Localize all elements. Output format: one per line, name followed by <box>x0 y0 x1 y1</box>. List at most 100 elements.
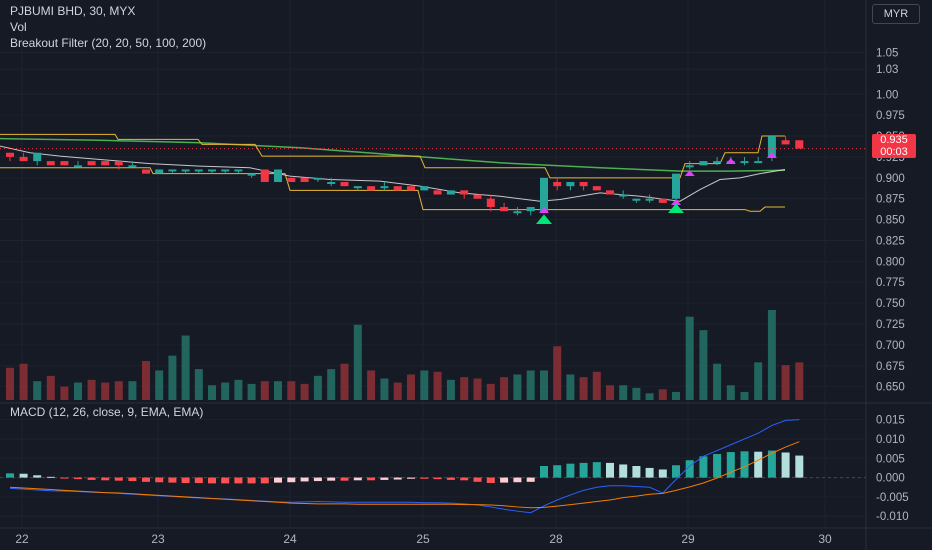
candle-body <box>353 186 362 189</box>
volume-bar <box>433 371 442 400</box>
macd-legend[interactable]: MACD (12, 26, close, 9, EMA, EMA) <box>10 405 204 419</box>
candle <box>433 190 442 195</box>
candle <box>699 161 708 166</box>
price-axis-label: 1.05 <box>876 48 898 60</box>
candle-body <box>446 190 455 195</box>
midline <box>0 145 786 202</box>
countdown-timer: 00:03 <box>880 146 908 158</box>
candle-body <box>473 194 482 199</box>
volume-bar <box>33 381 42 400</box>
volume-bar <box>420 370 429 400</box>
volume-bar <box>19 363 28 400</box>
candle <box>114 161 123 170</box>
candle <box>500 202 509 212</box>
volume-bar <box>606 385 614 400</box>
macd-histogram-bar <box>234 477 243 484</box>
candle <box>74 161 82 168</box>
ema-line <box>0 137 786 172</box>
candle <box>300 177 309 183</box>
candle-body <box>433 190 442 195</box>
candle <box>234 169 243 174</box>
candle-body <box>619 194 628 197</box>
volume-bar <box>114 381 123 400</box>
candle <box>606 190 614 195</box>
volume-bar <box>74 382 82 400</box>
channel-lower-line <box>0 167 785 212</box>
macd-histogram-bar <box>473 477 482 482</box>
candle-body <box>300 177 309 183</box>
candle-body <box>540 177 548 212</box>
volume-bar <box>713 363 722 400</box>
macd-histogram-bar <box>46 476 55 478</box>
volume-bar <box>767 310 776 400</box>
macd-axis-label: 0.000 <box>876 473 905 485</box>
candle <box>33 152 42 166</box>
price-axis-label: 1.03 <box>876 64 898 76</box>
candle <box>713 156 722 166</box>
candle-body <box>740 161 749 164</box>
symbol-legend[interactable]: PJBUMI BHD, 30, MYX <box>10 4 136 18</box>
candle-body <box>781 140 790 145</box>
candle <box>313 177 322 183</box>
candle-body <box>6 152 14 157</box>
candle <box>340 182 349 187</box>
candle <box>260 169 269 183</box>
indicator-legend[interactable]: Breakout Filter (20, 20, 50, 100, 200) <box>10 36 207 50</box>
volume-bar <box>155 370 164 400</box>
candle <box>380 182 389 191</box>
candle <box>619 190 628 199</box>
macd-axis-label: -0.010 <box>876 511 909 523</box>
time-axis-label: 28 <box>549 532 563 546</box>
macd-histogram-bar <box>740 451 749 478</box>
volume-bar <box>128 381 137 400</box>
candle <box>194 169 203 174</box>
volume-bar <box>632 387 641 400</box>
volume-bar <box>473 378 482 400</box>
volume-bar <box>181 335 190 400</box>
volume-bar <box>407 374 415 400</box>
pink-marker <box>539 207 549 213</box>
time-axis-label: 22 <box>15 532 29 546</box>
volume-bar <box>313 375 322 400</box>
macd-histogram-bar <box>606 462 614 478</box>
candle <box>6 152 14 162</box>
pink-marker <box>684 170 695 176</box>
macd-histogram-bar <box>181 477 190 483</box>
macd-histogram-bar <box>260 477 269 484</box>
candle-body <box>208 169 216 172</box>
macd-histogram-bar <box>754 451 763 478</box>
currency-button[interactable]: MYR <box>872 4 920 24</box>
volume-bar <box>486 383 495 400</box>
candle <box>795 140 804 149</box>
macd-histogram-bar <box>795 455 804 478</box>
macd-histogram-bar <box>713 454 722 478</box>
candle-body <box>367 186 376 191</box>
macd-histogram-bar <box>645 467 654 478</box>
macd-histogram-bar <box>407 477 415 479</box>
macd-axis-label: 0.005 <box>876 453 905 465</box>
price-axis-label: 0.875 <box>876 194 905 206</box>
candle-body <box>486 198 495 208</box>
volume-bar <box>500 377 509 400</box>
candle-body <box>114 161 123 166</box>
price-axis-label: 0.700 <box>876 340 905 352</box>
macd-histogram-bar <box>327 477 336 481</box>
candle-body <box>221 169 230 172</box>
candle-body <box>327 182 336 185</box>
candle-body <box>247 173 256 176</box>
volume-bar <box>460 377 469 400</box>
candle <box>754 156 763 164</box>
macd-histogram-bar <box>340 477 349 481</box>
macd-histogram-bar <box>513 477 522 483</box>
candle <box>486 194 495 212</box>
macd-histogram-bar <box>300 477 309 482</box>
candle-body <box>606 190 614 195</box>
candle-body <box>87 161 96 166</box>
price-axis-label: 0.775 <box>876 277 905 289</box>
candle-body <box>19 156 28 162</box>
volume-legend[interactable]: Vol <box>10 20 27 34</box>
volume-bar <box>194 369 203 400</box>
price-axis-label: 0.725 <box>876 319 905 331</box>
macd-histogram-bar <box>33 475 42 478</box>
